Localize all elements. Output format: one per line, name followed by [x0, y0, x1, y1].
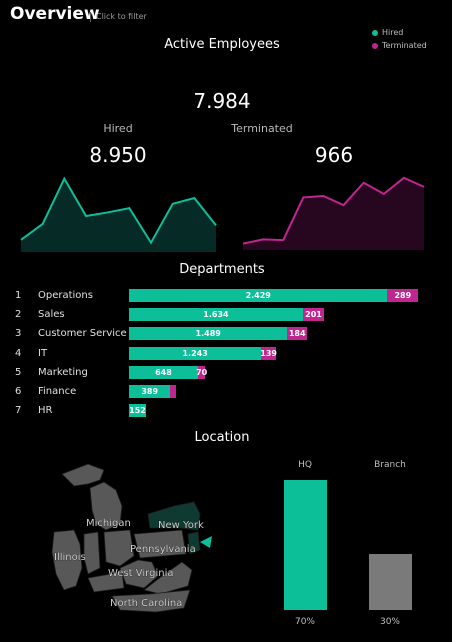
hired-bar[interactable]: 2.429 [129, 289, 388, 302]
legend-hired-label: Hired [382, 28, 404, 37]
branch-percent-label: 30% [379, 617, 400, 627]
branch-bar[interactable] [369, 554, 412, 610]
department-rank: 4 [15, 347, 22, 359]
department-rank: 7 [15, 405, 22, 417]
terminated-legend-dot [372, 42, 378, 49]
hired-trend-chart[interactable] [20, 176, 217, 252]
terminated-bar[interactable]: 184 [287, 327, 307, 341]
hired-label: Hired [103, 122, 133, 135]
department-name: IT [38, 347, 48, 359]
department-row[interactable]: 5 Marketing 648 70 [0, 364, 452, 383]
department-rank: 5 [15, 366, 22, 378]
hired-bar[interactable]: 152 [129, 404, 146, 418]
long-island-region[interactable] [200, 536, 212, 548]
terminated-value[interactable]: 966 [314, 143, 354, 167]
map-label-illinois: Illinois [54, 552, 86, 563]
michigan-region[interactable] [61, 463, 105, 487]
location-title: Location [194, 430, 250, 445]
hired-bar[interactable]: 1.634 [129, 308, 303, 322]
kentucky-region[interactable] [87, 571, 125, 593]
spark-term-area [243, 177, 424, 250]
illinois-region[interactable] [51, 529, 83, 591]
map-label-new-york: New York [158, 520, 204, 531]
department-row[interactable]: 2 Sales 1.634 201 [0, 306, 452, 325]
active-employees-title: Active Employees [164, 37, 280, 52]
department-row[interactable]: 1 Operations 2.429 289 [0, 287, 452, 306]
terminated-label: Terminated [231, 122, 293, 135]
hq-bar[interactable] [284, 480, 327, 610]
department-name: HR [38, 405, 53, 417]
terminated-bar[interactable]: 70 [196, 365, 208, 379]
michigan-lower-region[interactable] [89, 481, 123, 531]
pennsylvania-region[interactable] [133, 529, 187, 559]
hq-percent-label: 70% [294, 617, 315, 627]
department-name: Customer Service [38, 328, 127, 340]
new-jersey-region[interactable] [187, 531, 201, 555]
hired-bar[interactable]: 1.489 [129, 327, 288, 341]
department-name: Finance [38, 386, 77, 397]
department-rank: 3 [15, 328, 22, 340]
department-name: Marketing [38, 366, 88, 378]
department-row[interactable]: 6 Finance 389 [0, 383, 452, 402]
terminated-bar[interactable]: 139 [260, 346, 277, 360]
department-row[interactable]: 3 Customer Service 1.489 184 [0, 325, 452, 344]
terminated-bar[interactable] [170, 385, 177, 398]
indiana-region[interactable] [83, 531, 101, 575]
hq-column-label: HQ [298, 460, 312, 470]
terminated-bar[interactable]: 201 [302, 308, 325, 322]
department-row[interactable]: 7 HR 152 [0, 402, 452, 421]
department-rank: 2 [15, 309, 22, 321]
department-rank: 1 [15, 290, 22, 301]
page-title: Overview [10, 4, 100, 24]
department-row[interactable]: 4 IT 1.243 139 [0, 345, 452, 364]
click-to-filter-hint: Click to filter [90, 12, 147, 22]
spark-hired-area [21, 178, 216, 252]
map-label-pennsylvania: Pennsylvania [130, 544, 196, 555]
new-york-region[interactable] [147, 501, 201, 531]
department-name: Operations [38, 290, 93, 301]
hired-bar[interactable]: 1.243 [129, 346, 262, 360]
department-rank: 6 [15, 386, 22, 397]
legend-hired[interactable]: Hired [372, 28, 403, 37]
west-virginia-region[interactable] [119, 559, 159, 589]
trend-charts[interactable] [0, 170, 452, 255]
departments-chart[interactable]: 1 Operations 2.429 289 2 Sales 1.634 201 3 Custom… [0, 287, 452, 427]
active-employees-value: 7.984 [193, 89, 251, 113]
hired-value[interactable]: 8.950 [89, 143, 147, 167]
terminated-bar[interactable]: 289 [387, 289, 419, 302]
hired-bar[interactable]: 389 [129, 385, 171, 398]
terminated-trend-chart[interactable] [242, 176, 425, 250]
north-carolina-region[interactable] [111, 589, 191, 613]
map-label-west-virginia: West Virginia [108, 568, 173, 579]
legend-terminated[interactable]: Terminated [372, 41, 427, 50]
departments-title: Departments [179, 262, 265, 277]
spark-term-line [242, 176, 425, 245]
map-label-north-carolina: North Carolina [110, 598, 182, 609]
map-label-michigan: Michigan [86, 518, 131, 529]
branch-column-label: Branch [374, 460, 406, 470]
department-name: Sales [38, 309, 65, 321]
ohio-region[interactable] [103, 529, 135, 567]
location-map[interactable]: Michigan New York Illinois Pennsylvania … [40, 458, 230, 628]
legend-terminated-label: Terminated [382, 41, 427, 50]
hired-bar[interactable]: 648 [129, 365, 198, 379]
spark-hired-line [20, 176, 217, 245]
hired-legend-dot [372, 29, 378, 36]
